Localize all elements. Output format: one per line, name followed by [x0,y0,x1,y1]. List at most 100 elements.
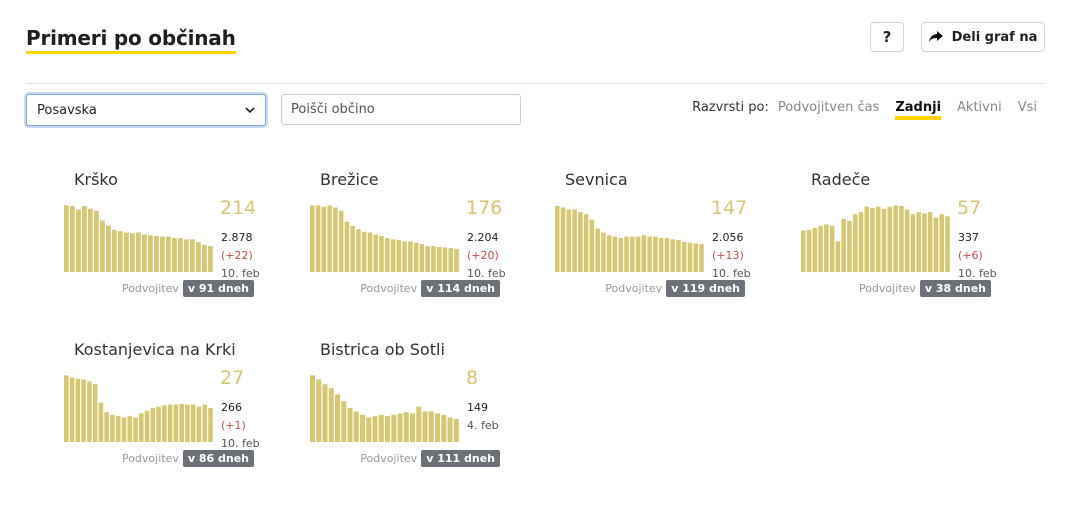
sparkline-bar [852,214,858,272]
sparkline-bar [555,206,560,272]
sparkline-bar [435,413,441,442]
active-cases-value: 147 [711,197,748,219]
new-cases-delta: (+13) [712,249,744,262]
sparkline-bar [436,246,442,272]
share-chart-button[interactable]: Deli graf na [921,22,1045,52]
municipality-card[interactable]: Bistrica ob Sotli 8 149 4. feb Podvojitev v 1… [310,340,510,490]
municipality-name: Kostanjevica na Krki [74,340,236,359]
doubling-badge: v 38 dneh [919,280,991,297]
sparkline-bar [75,378,81,442]
sparkline-bar-chart [64,375,213,442]
new-cases-delta: (+22) [221,249,253,262]
doubling-label: Podvojitev [121,452,179,465]
sparkline-bar [333,207,338,272]
sparkline-bar [876,206,881,272]
sort-option-latest[interactable]: Zadnji [895,100,942,120]
sparkline-bar [344,221,350,272]
sparkline-bar [208,246,213,272]
sparkline-bar [416,406,422,442]
doubling-label: Podvojitev [360,452,418,465]
sparkline-bar [454,248,459,272]
sparkline-bar [687,242,693,272]
sparkline-bar [98,402,104,442]
sparkline-bar [115,416,121,442]
sparkline-bar [864,206,870,272]
share-arrow-icon [928,31,943,43]
doubling-time: Podvojitev v 114 dneh [360,280,500,297]
sparkline-bar [321,206,327,272]
sparkline-bar [566,209,572,272]
active-cases-value: 214 [220,197,257,219]
sparkline-bar [806,229,812,272]
sparkline-bar [847,221,852,272]
municipality-card[interactable]: Kostanjevica na Krki 27 266 (+1) 10. feb Podv… [64,340,264,490]
sparkline-bar [618,238,624,272]
sparkline-bar [858,212,864,272]
sparkline-bar [360,414,366,442]
total-cases-value: 2.204 [467,231,499,244]
municipality-name: Bistrica ob Sotli [320,340,445,359]
sparkline-bar [190,404,196,442]
sparkline-bar [124,232,129,272]
sparkline-bar [870,208,875,272]
sparkline-bar [162,405,167,442]
sparkline-bar [353,411,359,442]
sparkline-bar [425,246,430,272]
sparkline-bar [583,214,589,272]
sparkline-bar [142,234,147,272]
sparkline-bar [893,205,898,272]
region-select-value: Posavska [37,102,97,118]
total-cases-value: 266 [221,401,242,414]
sparkline-bar [560,207,566,272]
sparkline-bar [396,240,402,272]
sparkline-bar [916,212,921,272]
sort-option-doubling[interactable]: Podvojitven čas [777,100,880,115]
sparkline-bar [87,381,92,442]
sparkline-bar [173,404,179,442]
share-button-label: Deli graf na [951,29,1038,45]
last-update-date: 10. feb [958,267,997,280]
new-cases-delta: (+6) [958,249,983,262]
sparkline-bar [664,238,670,272]
sparkline-bar [410,413,416,442]
sparkline-bar [81,379,86,442]
doubling-badge: v 86 dneh [182,450,254,467]
sparkline-bar [624,236,629,272]
total-cases-value: 149 [467,401,488,414]
sparkline-bar [328,388,334,442]
sparkline-bar [82,206,87,272]
sparkline-bar [70,206,75,272]
sparkline-bar [408,241,413,272]
doubling-badge: v 114 dneh [421,280,500,297]
sparkline-bar [933,217,939,272]
sparkline-bar [178,238,183,272]
sparkline-bar [372,416,378,442]
sparkline-bar [347,408,353,442]
sparkline-bar [428,411,434,442]
municipality-card[interactable]: Radeče 57 337 (+6) 10. feb Podvojitev v 38 dne… [801,170,1001,320]
municipality-card[interactable]: Krško 214 2.878 (+22) 10. feb Podvojitev v 91 … [64,170,264,320]
sparkline-bar [316,379,322,442]
municipality-card[interactable]: Sevnica 147 2.056 (+13) 10. feb Podvojitev v 1… [555,170,755,320]
sparkline-bar [202,244,207,272]
sort-option-all[interactable]: Vsi [1017,100,1037,115]
sparkline-bar [94,210,99,272]
help-button[interactable]: ? [870,22,904,52]
sparkline-bar [612,236,618,272]
sort-option-active[interactable]: Aktivni [957,100,1002,115]
sparkline-bar [841,218,846,272]
last-update-date: 4. feb [467,419,499,432]
doubling-label: Podvojitev [858,282,916,295]
sparkline-bar [927,212,933,272]
doubling-label: Podvojitev [121,282,179,295]
municipality-name: Krško [74,170,118,189]
municipality-search-input[interactable] [281,94,521,125]
sparkline-bar [156,406,161,442]
doubling-label: Podvojitev [605,282,663,295]
new-cases-delta: (+1) [221,419,246,432]
municipality-card[interactable]: Brežice 176 2.204 (+20) 10. feb Podvojitev v 1… [310,170,510,320]
sparkline-bar [379,235,384,272]
region-select[interactable]: Posavska [26,94,266,126]
sparkline-bar [630,236,635,272]
sparkline-bar [693,243,699,272]
